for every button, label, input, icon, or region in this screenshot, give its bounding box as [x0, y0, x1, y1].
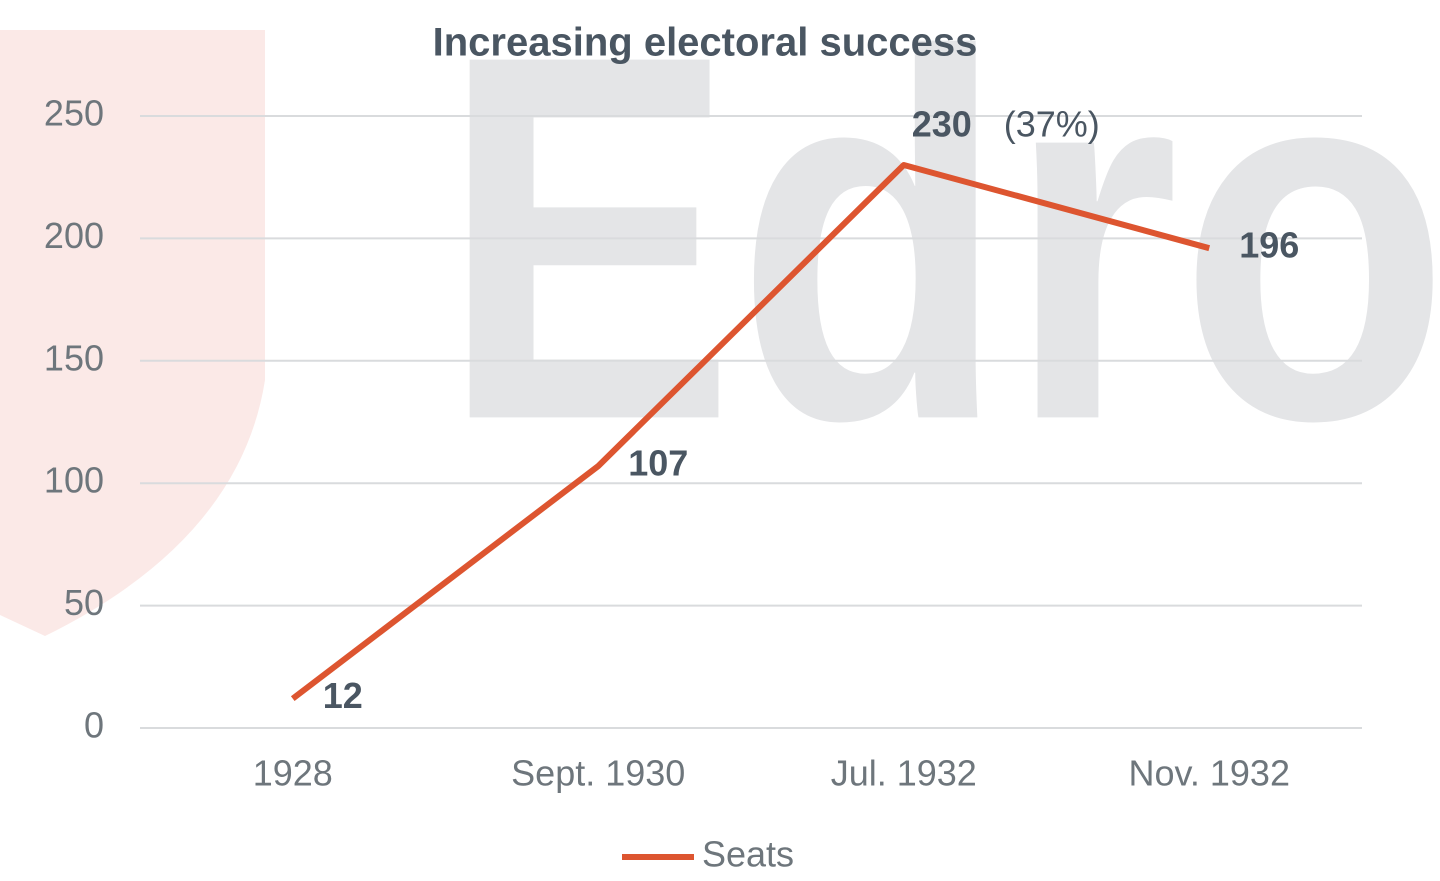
- data-label: 107: [628, 443, 688, 484]
- x-tick-label: Jul. 1932: [831, 753, 977, 794]
- chart-title: Increasing electoral success: [433, 21, 978, 65]
- x-tick-label: Nov. 1932: [1129, 753, 1290, 794]
- watermark: Edro: [440, 0, 1440, 528]
- data-label: 12: [323, 675, 363, 716]
- data-label: 230: [912, 103, 972, 144]
- annotation: (37%): [1004, 103, 1100, 144]
- x-tick-label: 1928: [253, 753, 333, 794]
- y-tick-label: 150: [44, 337, 104, 378]
- series-line: [290, 161, 1211, 702]
- x-tick-label: Sept. 1930: [511, 753, 685, 794]
- legend-label: Seats: [702, 834, 794, 875]
- y-tick-label: 200: [44, 215, 104, 256]
- y-tick-label: 250: [44, 93, 104, 134]
- data-label: 196: [1239, 225, 1299, 266]
- y-tick-label: 0: [84, 705, 104, 746]
- y-tick-label: 50: [64, 582, 104, 623]
- shield-decoration: [0, 30, 265, 636]
- y-tick-label: 100: [44, 460, 104, 501]
